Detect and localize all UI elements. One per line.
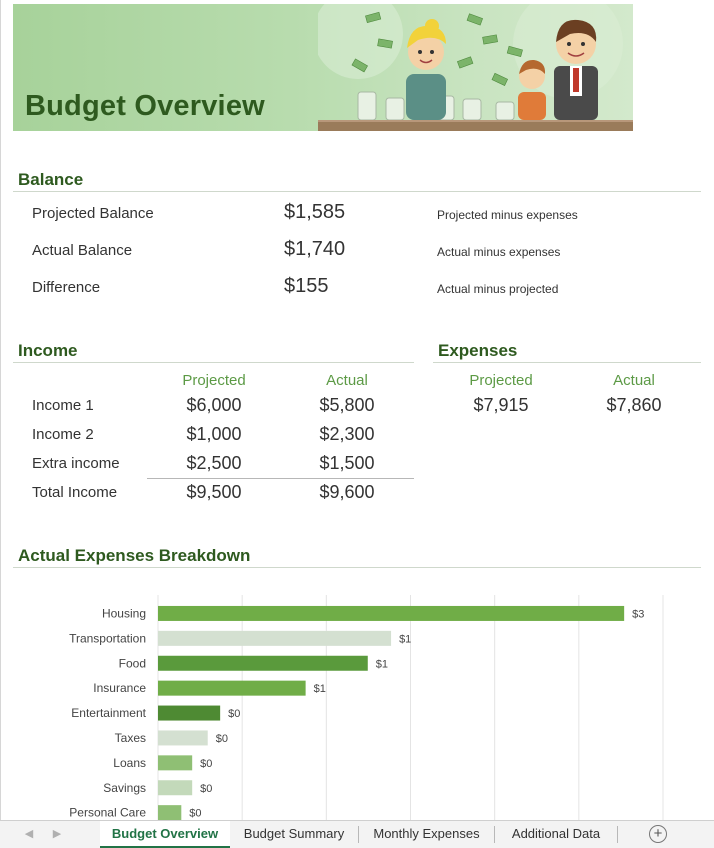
chart-bar: [158, 705, 221, 721]
expenses-rule: [433, 362, 701, 363]
chart-bar: [158, 780, 193, 796]
chart-category-label: Insurance: [93, 681, 146, 695]
chart-category-label: Taxes: [115, 731, 146, 745]
chart-category-label: Loans: [113, 756, 146, 770]
worksheet-left-border: [0, 0, 1, 820]
total-income-projected: $9,500: [186, 482, 242, 502]
expenses-projected-header: Projected: [469, 372, 533, 389]
income-heading: Income: [18, 341, 78, 360]
expenses-actual-header: Actual: [613, 372, 655, 389]
income-projected-value: $1,000: [186, 424, 242, 444]
tab-budget-overview[interactable]: Budget Overview: [100, 821, 230, 848]
difference-note: Actual minus projected: [437, 282, 559, 296]
difference-label: Difference: [32, 279, 101, 296]
tab-monthly-expenses[interactable]: Monthly Expenses: [373, 826, 480, 841]
chart-bar: [158, 680, 306, 696]
projected-balance-note: Projected minus expenses: [437, 208, 578, 222]
balance-rule: [13, 191, 701, 192]
projected-balance-value: $1,585: [284, 201, 346, 223]
income-actual-value: $1,500: [319, 453, 375, 473]
chart-value-label: $1: [376, 658, 388, 670]
chart-category-label: Housing: [102, 606, 146, 620]
chart-value-label: $0: [228, 708, 240, 720]
balance-heading: Balance: [18, 170, 84, 189]
expenses-heading: Expenses: [438, 341, 518, 360]
chart-category-label: Savings: [103, 781, 146, 795]
total-income-actual: $9,600: [319, 482, 375, 502]
chart-value-label: $1: [314, 683, 326, 695]
income-rule: [13, 362, 414, 363]
income-row-label: Income 1: [32, 397, 94, 414]
expenses-actual-value: $7,860: [606, 395, 662, 415]
expenses-projected-value: $7,915: [473, 395, 529, 415]
chart-category-label: Transportation: [69, 631, 146, 645]
income-projected-header: Projected: [182, 372, 246, 389]
chart-value-label: $0: [189, 808, 201, 820]
income-actual-header: Actual: [326, 372, 368, 389]
banner: Budget Overview: [13, 4, 633, 131]
income-row-label: Extra income: [32, 455, 120, 472]
income-actual-value: $5,800: [319, 395, 375, 415]
chart-bar: [158, 730, 208, 746]
tab-separator: [494, 826, 495, 843]
tab-additional-data[interactable]: Additional Data: [511, 826, 601, 841]
actual-balance-label: Actual Balance: [32, 242, 133, 259]
total-income-label: Total Income: [32, 484, 118, 501]
chart-bar: [158, 605, 625, 621]
chart-bar: [158, 805, 182, 820]
chart-category-label: Entertainment: [71, 706, 146, 720]
breakdown-heading: Actual Expenses Breakdown: [18, 546, 251, 565]
income-projected-value: $6,000: [186, 395, 242, 415]
add-sheet-icon[interactable]: +: [649, 825, 667, 843]
breakdown-rule: [13, 567, 701, 568]
family-illustration: [318, 4, 633, 131]
income-actual-value: $2,300: [319, 424, 375, 444]
tab-budget-summary[interactable]: Budget Summary: [243, 826, 345, 841]
sheet-tab-bar: ◀ ▶ Budget Overview Budget Summary Month…: [0, 820, 714, 848]
chart-value-label: $0: [216, 733, 228, 745]
chart-value-label: $0: [200, 758, 212, 770]
total-rule: [147, 478, 414, 479]
chart-value-label: $1: [399, 633, 411, 645]
chart-category-label: Food: [119, 656, 146, 670]
chart-category-label: Personal Care: [69, 806, 146, 820]
chart-value-label: $0: [200, 783, 212, 795]
page-title: Budget Overview: [25, 90, 265, 122]
chart-bar: [158, 655, 368, 671]
tab-separator: [617, 826, 618, 843]
previous-sheet-icon[interactable]: ◀: [24, 828, 34, 840]
expenses-bar-chart: Housing $3 Transportation $1 Food $1 Insurance…: [69, 595, 664, 820]
chart-bar: [158, 755, 193, 771]
chart-bar: [158, 630, 392, 646]
chart-value-label: $3: [632, 608, 644, 620]
difference-value: $155: [284, 275, 329, 297]
actual-balance-value: $1,740: [284, 238, 346, 260]
projected-balance-label: Projected Balance: [32, 205, 154, 222]
tab-separator: [358, 826, 359, 843]
income-projected-value: $2,500: [186, 453, 242, 473]
actual-balance-note: Actual minus expenses: [437, 245, 561, 259]
income-row-label: Income 2: [32, 426, 94, 443]
next-sheet-icon[interactable]: ▶: [52, 828, 62, 840]
